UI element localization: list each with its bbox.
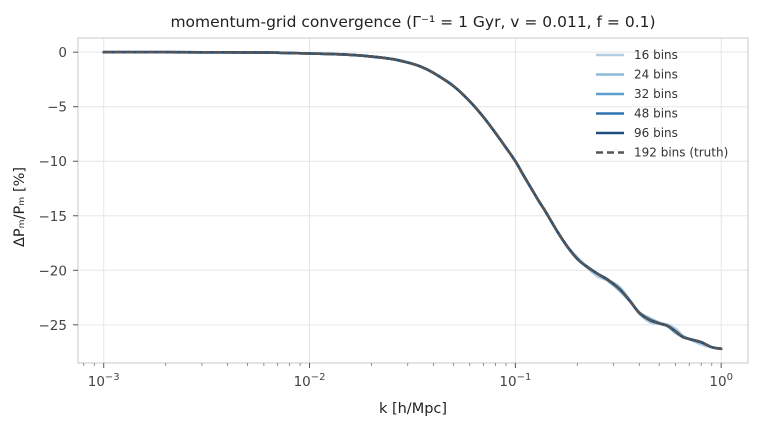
legend: 16 bins 24 bins 32 bins 48 bins 96 bins 192 b… [596, 48, 728, 160]
series-line-192-bins-truth [102, 50, 723, 351]
y-tick-label: −25 [39, 318, 68, 334]
x-tick-label: 10−3 [88, 372, 120, 390]
x-axis-label: k [h/Mpc] [379, 401, 447, 417]
y-tick-label: −5 [47, 100, 67, 116]
y-tick-label: −20 [39, 263, 68, 279]
plot-frame [77, 37, 749, 364]
x-tick-label: 10−2 [294, 372, 326, 390]
y-tick-label: −10 [39, 154, 68, 170]
x-tick-label: 10−1 [499, 372, 531, 390]
y-tick-label: −15 [39, 209, 68, 225]
axes-layer: 10−3 10−2 10−1 100 0 −5 −10 −15 −20 −25 [39, 37, 749, 390]
x-tick-label: 100 [709, 372, 733, 390]
legend-label: 24 bins [634, 68, 678, 82]
legend-label: 16 bins [634, 48, 678, 62]
chart-title: momentum-grid convergence (Γ⁻¹ = 1 Gyr, … [170, 13, 655, 31]
legend-label: 32 bins [634, 87, 678, 101]
y-tick-label: 0 [58, 45, 67, 61]
legend-label: 48 bins [634, 107, 678, 121]
y-axis-label: ΔPₘ/Pₘ [%] [12, 167, 28, 247]
legend-label: 96 bins [634, 126, 678, 140]
series-layer [102, 50, 723, 351]
legend-label: 192 bins (truth) [634, 146, 728, 160]
